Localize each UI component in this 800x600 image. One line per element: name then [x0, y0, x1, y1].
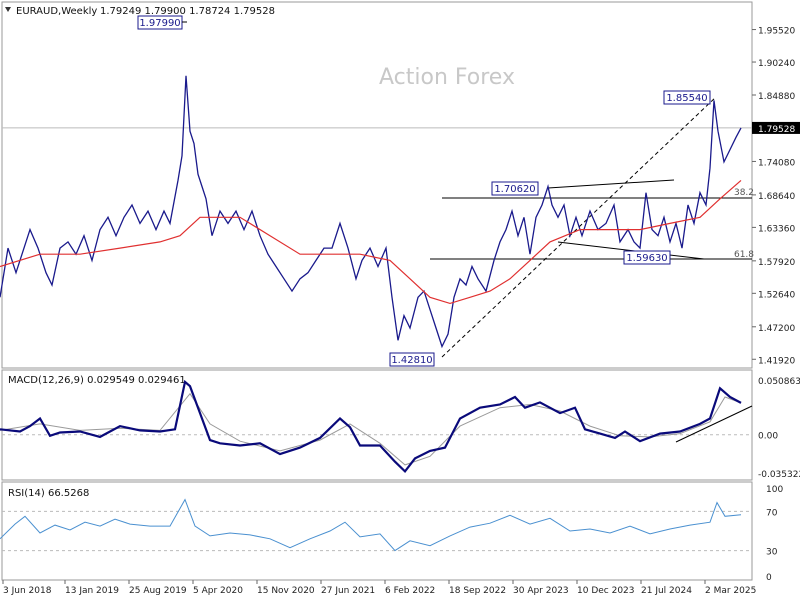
price-annotations: 1.97990 1.85540 1.70620 1.59630 1.42810 …	[137, 15, 754, 367]
macd-tick-label: 0.00	[758, 432, 778, 442]
rsi-tick-label: 100	[766, 485, 783, 495]
price-tick-label: 1.84880	[758, 92, 795, 102]
x-tick-label: 15 Nov 2020	[257, 586, 315, 596]
x-tick-label: 27 Jun 2021	[321, 586, 375, 596]
x-tick-label: 3 Jun 2018	[3, 586, 52, 596]
x-tick-label: 2 Mar 2025	[705, 586, 756, 596]
price-tick-label: 1.63360	[758, 224, 795, 234]
x-tick-label: 5 Apr 2020	[193, 586, 243, 596]
annot-170620: 1.70620	[494, 184, 535, 195]
grid-layer	[2, 127, 752, 552]
macd-tick-label: 0.050863	[758, 377, 800, 387]
channel-top-line	[547, 179, 675, 189]
chart-panes	[1, 1, 753, 581]
price-tick-label: 1.68640	[758, 192, 795, 202]
annot-box-159630	[623, 250, 671, 265]
watermark: Action Forex	[379, 65, 515, 90]
rsi-line	[0, 498, 742, 552]
moving-average-line	[0, 179, 742, 305]
x-tick-label: 10 Dec 2023	[577, 586, 635, 596]
annot-185540: 1.85540	[666, 93, 707, 104]
x-tick-label: 18 Sep 2022	[449, 586, 506, 596]
fib-61-label: 61.8	[734, 250, 754, 260]
x-tick-label: 30 Apr 2023	[513, 586, 569, 596]
trendlines	[430, 96, 753, 443]
price-tick-label: 1.52640	[758, 290, 795, 300]
collapse-arrow-icon[interactable]	[5, 7, 11, 12]
price-series-line	[0, 75, 742, 349]
price-tick-label: 1.57920	[758, 258, 795, 268]
price-tick-label: 1.90240	[758, 59, 795, 69]
series-layer	[0, 75, 742, 552]
axis-layer: 1.95520 1.90240 1.84880 1.79528 1.74080 1.686…	[2, 27, 800, 596]
rsi-tick-label: 0	[766, 573, 772, 583]
current-price-tag	[752, 121, 800, 134]
annot-box-142810	[389, 352, 435, 367]
annot-142810: 1.42810	[391, 355, 432, 366]
price-tick-label: 1.47200	[758, 324, 795, 334]
x-tick-label: 13 Jan 2019	[65, 586, 119, 596]
macd-pane	[1, 369, 753, 481]
price-tick-label: 1.74080	[758, 158, 795, 168]
x-tick-label: 6 Feb 2022	[385, 586, 435, 596]
annot-box-185540	[663, 90, 711, 105]
price-tick-label: 1.41920	[758, 356, 795, 366]
x-tick-label: 21 Jul 2024	[641, 586, 692, 596]
symbol-label: EURAUD,Weekly	[16, 6, 97, 17]
x-tick-label: 25 Aug 2019	[129, 586, 187, 596]
price-pane	[1, 1, 753, 369]
rsi-pane	[1, 481, 753, 581]
macd-tick-label: -0.035322	[758, 470, 800, 480]
ohlc-label: 1.79249 1.79900 1.78724 1.79528	[100, 6, 275, 17]
price-tick-label: 1.79528	[758, 125, 795, 135]
annot-197990: 1.97990	[139, 18, 180, 29]
rsi-title: RSI(14) 66.5268	[8, 488, 89, 499]
fib-38-label: 38.2	[734, 188, 754, 198]
macd-title: MACD(12,26,9) 0.029549 0.029461	[8, 375, 186, 386]
annot-box-170620	[491, 181, 539, 196]
macd-main-line	[0, 379, 742, 474]
rsi-tick-label: 30	[766, 548, 778, 558]
rsi-tick-label: 70	[766, 508, 778, 518]
price-header: EURAUD,Weekly 1.79249 1.79900 1.78724 1.…	[5, 6, 275, 17]
price-tick-label: 1.95520	[758, 27, 795, 37]
annot-159630: 1.59630	[626, 253, 667, 264]
macd-trendline	[675, 405, 753, 443]
